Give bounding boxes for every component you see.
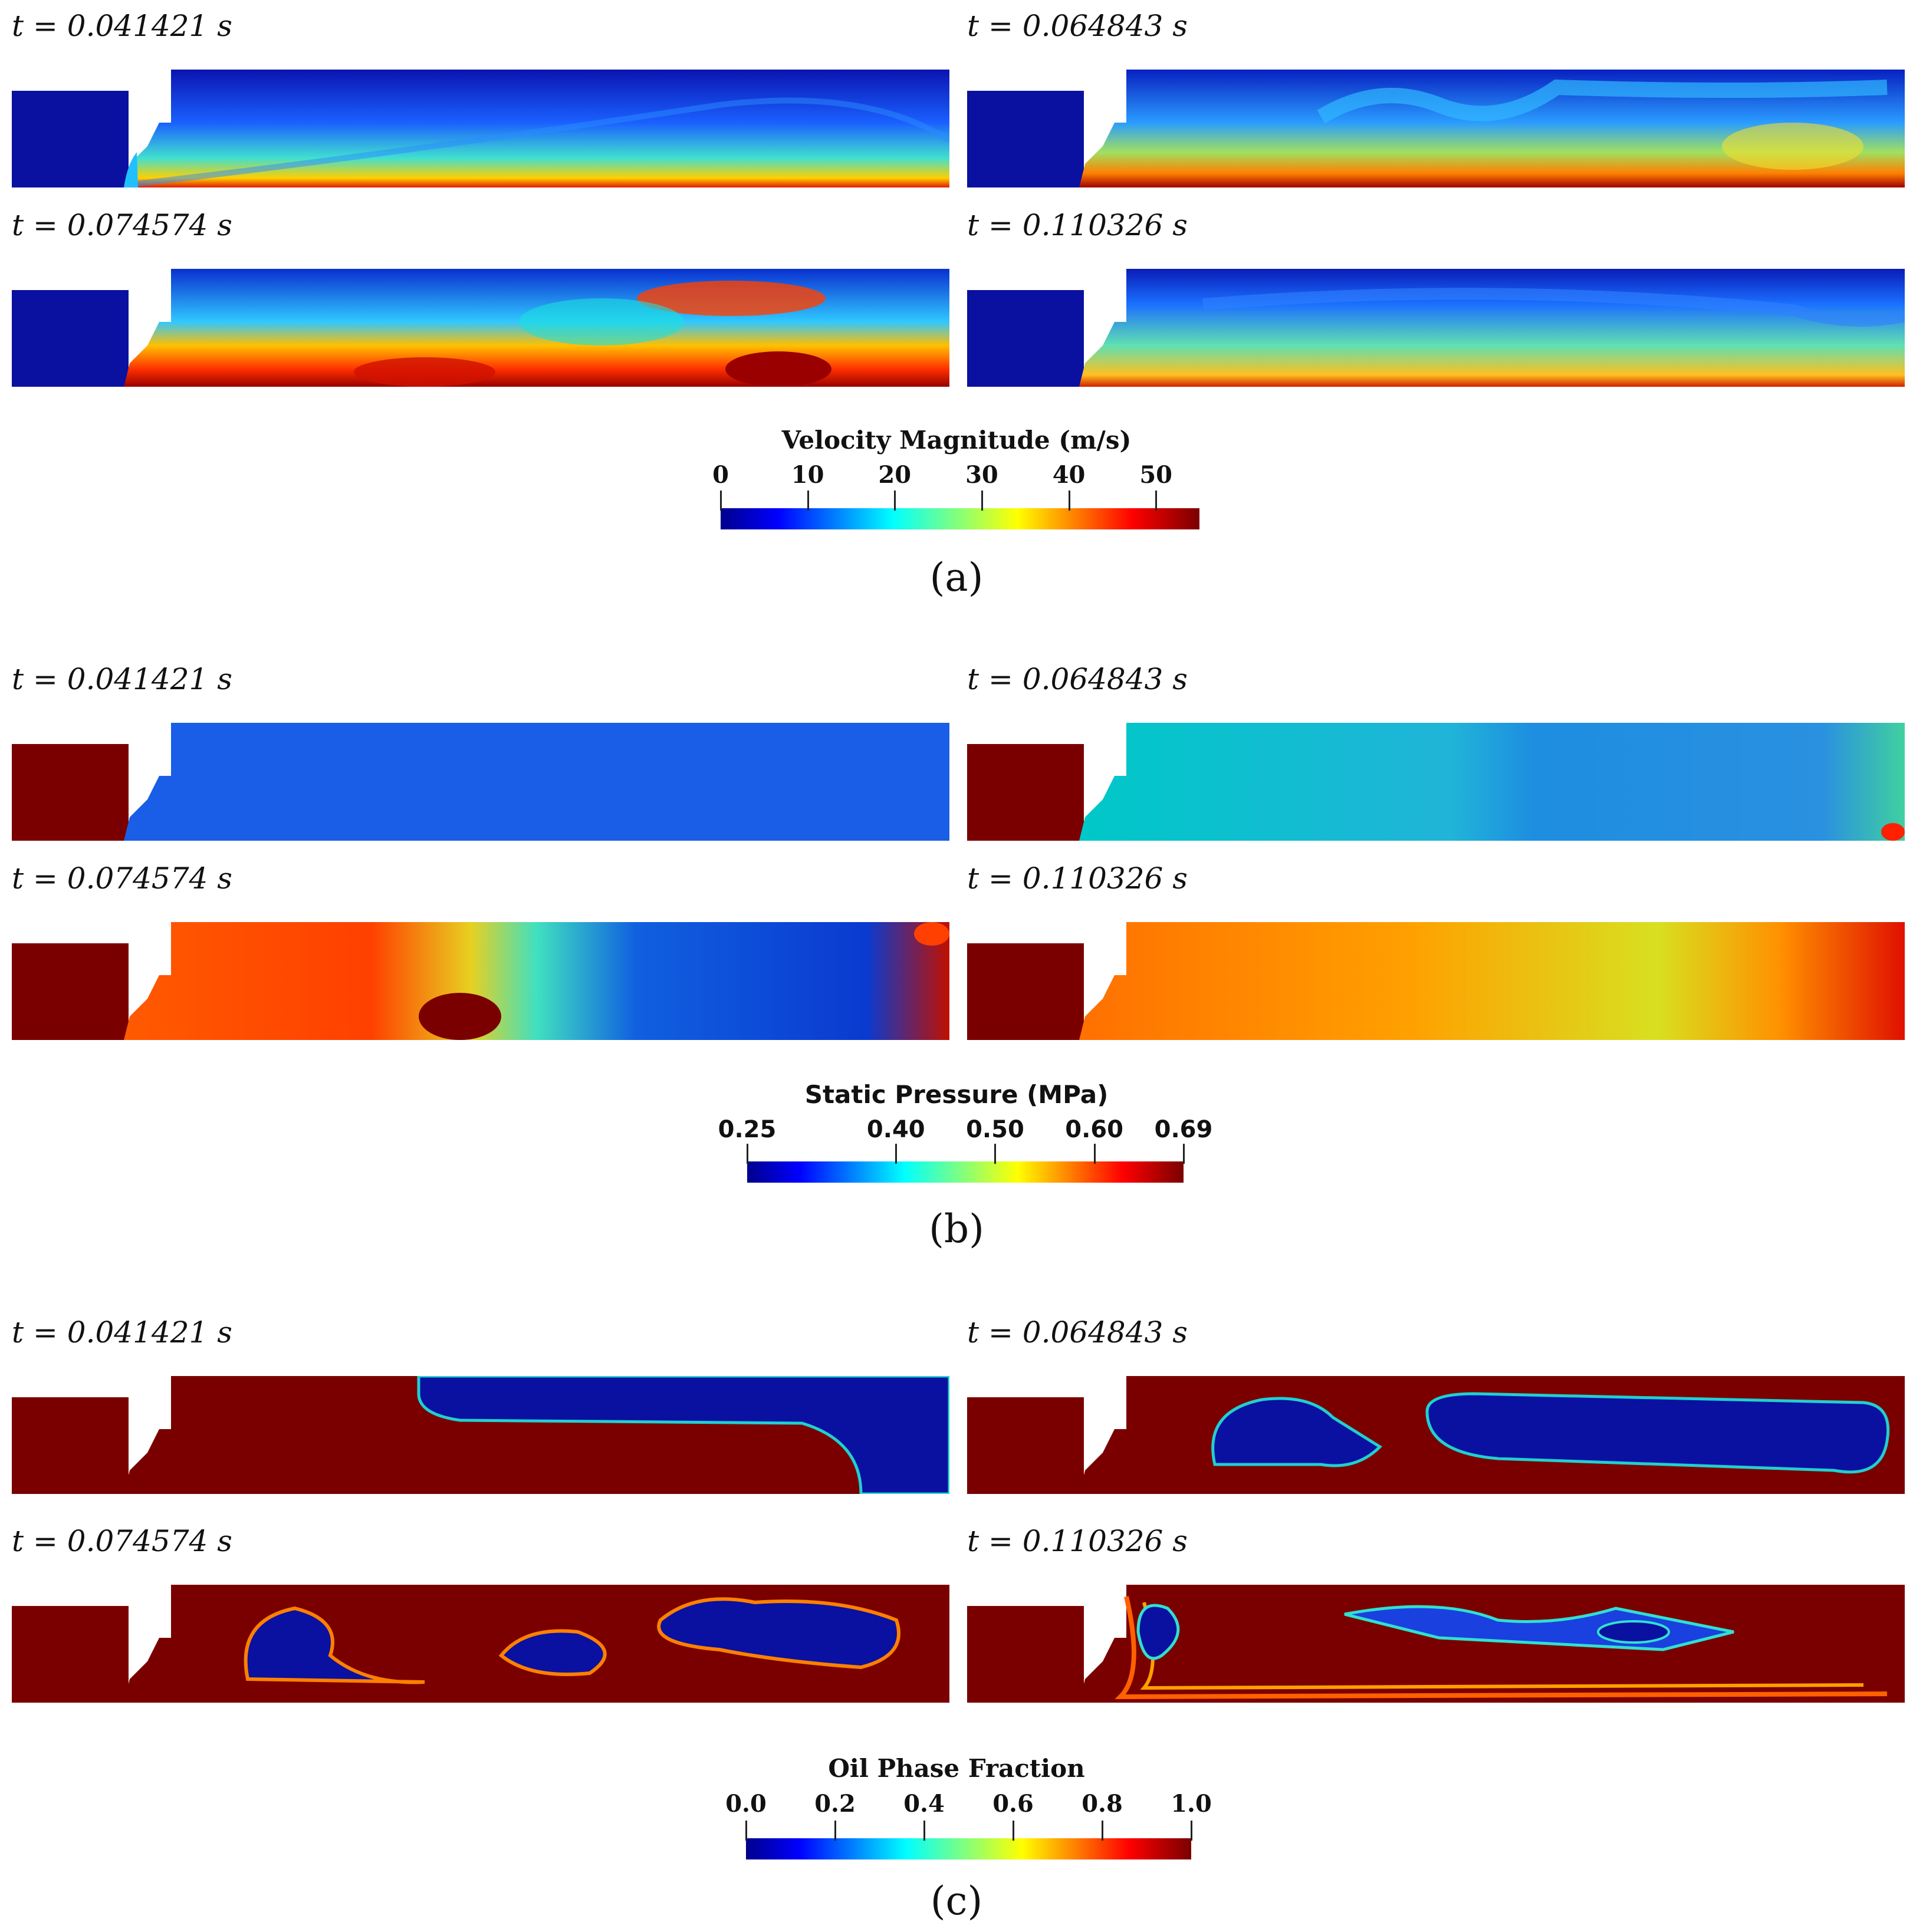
colorbar-tick-mark <box>1155 491 1158 511</box>
time-label: t = 0.074574 s <box>12 861 232 896</box>
colorbar-tick-mark <box>994 1144 997 1164</box>
colorbar-tick-label: 30 <box>965 461 998 489</box>
colorbar-tick-label: 1.0 <box>1171 1790 1212 1818</box>
colorbar-tick-label: 0.25 <box>718 1116 777 1143</box>
subfigure-label: (b) <box>929 1206 984 1252</box>
colorbar-tick-mark <box>894 491 896 511</box>
colorbar-tick-label: 0.8 <box>1082 1790 1123 1818</box>
velocity-panel-4 <box>967 269 1905 387</box>
colorbar-tick-label: 0.0 <box>725 1790 767 1818</box>
colorbar-tick-mark <box>747 1144 748 1164</box>
colorbar-tick-mark <box>1102 1821 1103 1841</box>
time-label: t = 0.041421 s <box>12 662 232 696</box>
colorbar-tick-mark <box>1068 491 1070 511</box>
oil-fraction-panel-4 <box>967 1585 1905 1703</box>
colorbar-tick-label: 0.50 <box>966 1116 1024 1143</box>
pressure-panel-2 <box>967 723 1905 841</box>
time-label: t = 0.074574 s <box>12 208 232 242</box>
time-label: t = 0.110326 s <box>967 861 1188 896</box>
time-label: t = 0.041421 s <box>12 9 232 43</box>
velocity-panel-3 <box>12 269 949 387</box>
velocity-panel-1 <box>12 70 949 187</box>
colorbar-tick-label: 50 <box>1139 461 1173 489</box>
colorbar-gradient <box>747 1161 1184 1183</box>
colorbar-tick-mark <box>1183 1144 1185 1164</box>
section-a: t = 0.041421 s t = 0.064843 s t = 0.0745… <box>0 0 1913 619</box>
colorbar-tick-label: 0.6 <box>992 1790 1034 1818</box>
colorbar-tick-mark <box>807 491 809 511</box>
colorbar-tick-label: 0.2 <box>814 1790 856 1818</box>
pressure-panel-4 <box>967 922 1905 1040</box>
section-c: t = 0.041421 s t = 0.064843 s t = 0.0745… <box>0 1309 1913 1932</box>
colorbar-tick-label: 0 <box>712 461 729 489</box>
colorbar-tick-mark <box>1191 1821 1192 1841</box>
colorbar-tick-mark <box>834 1821 836 1841</box>
colorbar-tick-label: 10 <box>791 461 824 489</box>
colorbar-tick-label: 0.4 <box>903 1790 945 1818</box>
time-label: t = 0.064843 s <box>967 662 1188 696</box>
colorbar-tick-label: 20 <box>878 461 912 489</box>
colorbar-tick-mark <box>981 491 983 511</box>
colorbar-tick-label: 0.60 <box>1065 1116 1123 1143</box>
colorbar-title: Static Pressure (MPa) <box>804 1080 1109 1109</box>
oil-fraction-panel-3 <box>12 1585 949 1703</box>
section-b: t = 0.041421 s t = 0.064843 s t = 0.0745… <box>0 654 1913 1273</box>
oil-fraction-panel-1 <box>12 1376 949 1494</box>
colorbar-tick-label: 40 <box>1052 461 1086 489</box>
colorbar-tick-mark <box>745 1821 747 1841</box>
colorbar-tick-mark <box>720 491 722 511</box>
time-label: t = 0.064843 s <box>967 1315 1188 1350</box>
subfigure-label: (a) <box>929 555 984 600</box>
colorbar-title: Oil Phase Fraction <box>828 1754 1085 1783</box>
velocity-panel-2 <box>967 70 1905 187</box>
time-label: t = 0.064843 s <box>967 9 1188 43</box>
colorbar-tick-mark <box>1013 1821 1014 1841</box>
colorbar-tick-label: 0.69 <box>1154 1116 1213 1143</box>
pressure-panel-1 <box>12 723 949 841</box>
time-label: t = 0.110326 s <box>967 1524 1188 1558</box>
colorbar-title: Velocity Magnitude (m/s) <box>781 426 1132 455</box>
oil-fraction-panel-2 <box>967 1376 1905 1494</box>
pressure-panel-3 <box>12 922 949 1040</box>
subfigure-label: (c) <box>930 1878 983 1924</box>
colorbar-tick-label: 0.40 <box>866 1116 925 1143</box>
colorbar-gradient <box>721 508 1199 529</box>
time-label: t = 0.074574 s <box>12 1524 232 1558</box>
colorbar-tick-mark <box>923 1821 925 1841</box>
colorbar-gradient <box>746 1838 1191 1859</box>
time-label: t = 0.110326 s <box>967 208 1188 242</box>
colorbar-tick-mark <box>895 1144 898 1164</box>
colorbar-tick-mark <box>1093 1144 1096 1164</box>
time-label: t = 0.041421 s <box>12 1315 232 1350</box>
